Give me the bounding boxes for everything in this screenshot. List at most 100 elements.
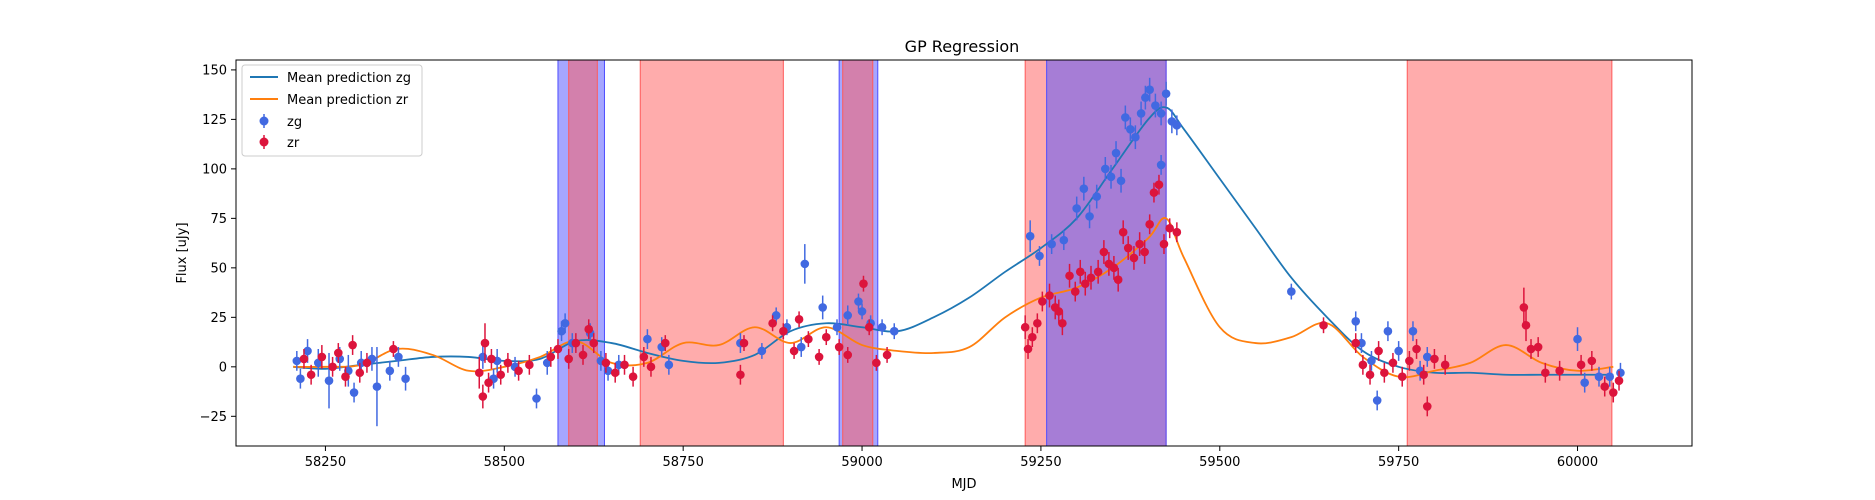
zr-point bbox=[1526, 344, 1536, 354]
zr-point bbox=[1045, 291, 1054, 300]
zr-point bbox=[571, 338, 581, 348]
zr-point bbox=[1033, 318, 1042, 328]
zr-point bbox=[484, 378, 493, 387]
zr-point bbox=[546, 352, 556, 362]
zg-point bbox=[1161, 89, 1171, 98]
zr-point bbox=[1365, 370, 1375, 380]
zg-point bbox=[1116, 176, 1126, 186]
zg-point bbox=[1383, 326, 1393, 336]
zr-point bbox=[639, 352, 649, 362]
zr-point bbox=[1028, 332, 1037, 342]
y-tick-label: 25 bbox=[210, 311, 227, 326]
zg-point bbox=[1121, 113, 1130, 122]
zr-point bbox=[478, 392, 488, 401]
zg-point bbox=[394, 352, 403, 362]
zr-point bbox=[355, 368, 365, 378]
zr-point bbox=[1608, 388, 1618, 397]
zr-point bbox=[1165, 223, 1175, 233]
zg-point bbox=[771, 311, 781, 320]
zr-point bbox=[1397, 372, 1407, 382]
zg-point bbox=[385, 366, 395, 376]
zr-point bbox=[660, 338, 670, 348]
zr-point bbox=[1058, 318, 1067, 328]
zg-point bbox=[1573, 334, 1582, 344]
zr-point bbox=[1440, 360, 1450, 370]
zr-point bbox=[1600, 382, 1610, 391]
zg-point bbox=[1408, 326, 1418, 336]
zg-point bbox=[1287, 287, 1296, 296]
zr-point bbox=[1118, 227, 1128, 237]
zg-point bbox=[1367, 356, 1376, 366]
zr-point bbox=[1576, 360, 1586, 370]
zr-point bbox=[578, 350, 588, 360]
zr-point bbox=[1135, 239, 1144, 249]
zg-point bbox=[843, 311, 853, 320]
zr-point bbox=[1070, 287, 1080, 296]
shaded-regions bbox=[557, 60, 1613, 446]
zr-point bbox=[1541, 368, 1550, 378]
zg-point bbox=[324, 376, 334, 385]
zr-point bbox=[564, 354, 573, 364]
zr-point bbox=[859, 279, 868, 288]
x-axis-ticks: 58250 58500 58750 59000 59250 59500 59750 60000 bbox=[305, 446, 1598, 470]
zr-point bbox=[334, 348, 343, 358]
x-tick-label: 59250 bbox=[1020, 455, 1061, 470]
y-axis-label: Flux [uJy] bbox=[175, 222, 190, 283]
zr-point bbox=[1109, 263, 1119, 273]
zr-point bbox=[768, 318, 777, 328]
zr-point bbox=[1430, 354, 1439, 364]
zr-point bbox=[1086, 273, 1096, 283]
x-tick-label: 59000 bbox=[841, 455, 882, 470]
zr-point bbox=[480, 338, 490, 348]
zg-point bbox=[1079, 184, 1089, 193]
zr-point bbox=[1065, 271, 1074, 281]
zg-point bbox=[1145, 85, 1154, 94]
zr-point bbox=[1614, 376, 1624, 385]
zg-point bbox=[1156, 109, 1166, 118]
zg-point bbox=[1372, 396, 1382, 405]
zr-point bbox=[589, 338, 599, 348]
zr-point bbox=[1172, 227, 1182, 237]
plot-frame bbox=[235, 59, 1693, 447]
zr-point bbox=[1555, 366, 1564, 376]
zg-point bbox=[1126, 124, 1135, 134]
zg-point bbox=[1351, 316, 1361, 326]
zr-point bbox=[1319, 320, 1328, 330]
zg-point bbox=[1035, 251, 1044, 261]
chart-title: GP Regression bbox=[905, 37, 1020, 56]
zg-point bbox=[857, 307, 867, 316]
zr-point bbox=[779, 326, 788, 336]
zr-point bbox=[1093, 267, 1103, 277]
zg-point bbox=[1151, 101, 1160, 110]
zr-point bbox=[503, 358, 513, 368]
zr-point bbox=[1020, 322, 1030, 332]
zr-point bbox=[487, 354, 496, 364]
zr-point bbox=[1099, 247, 1109, 257]
zr-point bbox=[1054, 307, 1064, 316]
legend-label-mean-zr: Mean prediction zr bbox=[287, 93, 409, 108]
zr-point bbox=[789, 346, 799, 356]
zr-point bbox=[389, 344, 398, 354]
zr-point bbox=[1123, 243, 1133, 253]
zr-point bbox=[348, 340, 357, 350]
zg-point bbox=[854, 297, 863, 306]
x-tick-label: 59500 bbox=[1199, 455, 1240, 470]
zr-point bbox=[620, 360, 629, 370]
zr-point bbox=[584, 324, 594, 334]
zr-point bbox=[814, 352, 824, 362]
x-tick-label: 59750 bbox=[1378, 455, 1419, 470]
zg-point bbox=[877, 322, 887, 332]
zg-point bbox=[1047, 239, 1056, 249]
zr-point bbox=[525, 360, 534, 370]
legend-label-zr: zr bbox=[287, 136, 300, 151]
zg-point bbox=[889, 326, 899, 336]
zr-point bbox=[1422, 402, 1432, 411]
zr-point bbox=[736, 370, 745, 380]
zr-point bbox=[1075, 267, 1085, 277]
zr-point bbox=[1521, 320, 1531, 330]
zr-point bbox=[306, 370, 316, 380]
zg-point bbox=[1025, 231, 1035, 241]
zr-point bbox=[328, 362, 337, 372]
shaded-region-zr bbox=[1406, 60, 1613, 446]
zr-point bbox=[601, 358, 611, 368]
